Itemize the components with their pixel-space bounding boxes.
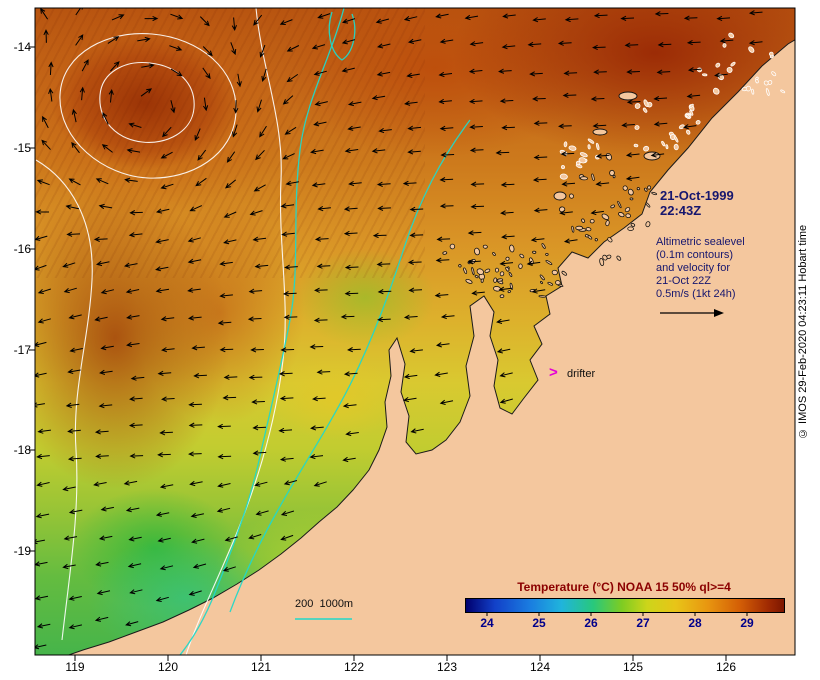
annotation-line: (0.1m contours) [656,249,734,261]
annotation-line: Altimetric sealevel [656,236,745,248]
x-axis-tick-label: 119 [65,660,85,674]
colorbar-gradient [465,598,785,613]
colorbar-tick-label: 25 [532,616,546,630]
y-axis-tick-label: -14 [13,40,31,54]
x-axis-tick-label: 124 [529,660,551,674]
y-axis-tick-label: -18 [13,443,31,457]
colorbar-tick-label: 29 [740,616,754,630]
altimetry-annotation: Altimetric sealevel (0.1m contours) and … [656,236,796,301]
annotation-line: 21-Oct 22Z [656,275,712,287]
x-axis-tick-label: 120 [157,660,179,674]
annotation-line: and velocity for [656,262,730,274]
y-axis-tick-label: -15 [13,141,31,155]
timestamp-time: 22:43Z [660,203,702,218]
y-axis-tick-label: -16 [13,242,31,256]
x-axis-tick-label: 121 [250,660,272,674]
y-axis-tick-label: -19 [13,544,31,558]
timestamp-date: 21-Oct-1999 [660,188,734,203]
colorbar-tick-label: 27 [636,616,650,630]
bathymetry-scale-label: 200 1000m [295,598,354,610]
colorbar-title: Temperature (°C) NOAA 15 50% ql>=4 [517,580,731,594]
x-axis-tick-label: 126 [715,660,737,674]
x-axis-tick-label: 123 [436,660,458,674]
x-axis-tick-label: 122 [343,660,365,674]
drifter-label: drifter [567,368,596,380]
map-canvas [35,8,795,655]
timestamp-block: 21-Oct-1999 22:43Z [660,188,734,218]
y-axis-tick-label: -17 [13,343,31,357]
x-axis-tick-label: 125 [622,660,644,674]
colorbar-tick-label: 28 [688,616,702,630]
annotation-line: 0.5m/s (1kt 24h) [656,288,736,300]
copyright-credit: © IMOS 29-Feb-2020 04:23:11 Hobart time [797,224,809,439]
colorbar-tick-label: 24 [480,616,494,630]
colorbar-tick-label: 26 [584,616,598,630]
drifter-marker-icon: > [549,364,558,381]
map-overlay-svg [35,8,795,655]
